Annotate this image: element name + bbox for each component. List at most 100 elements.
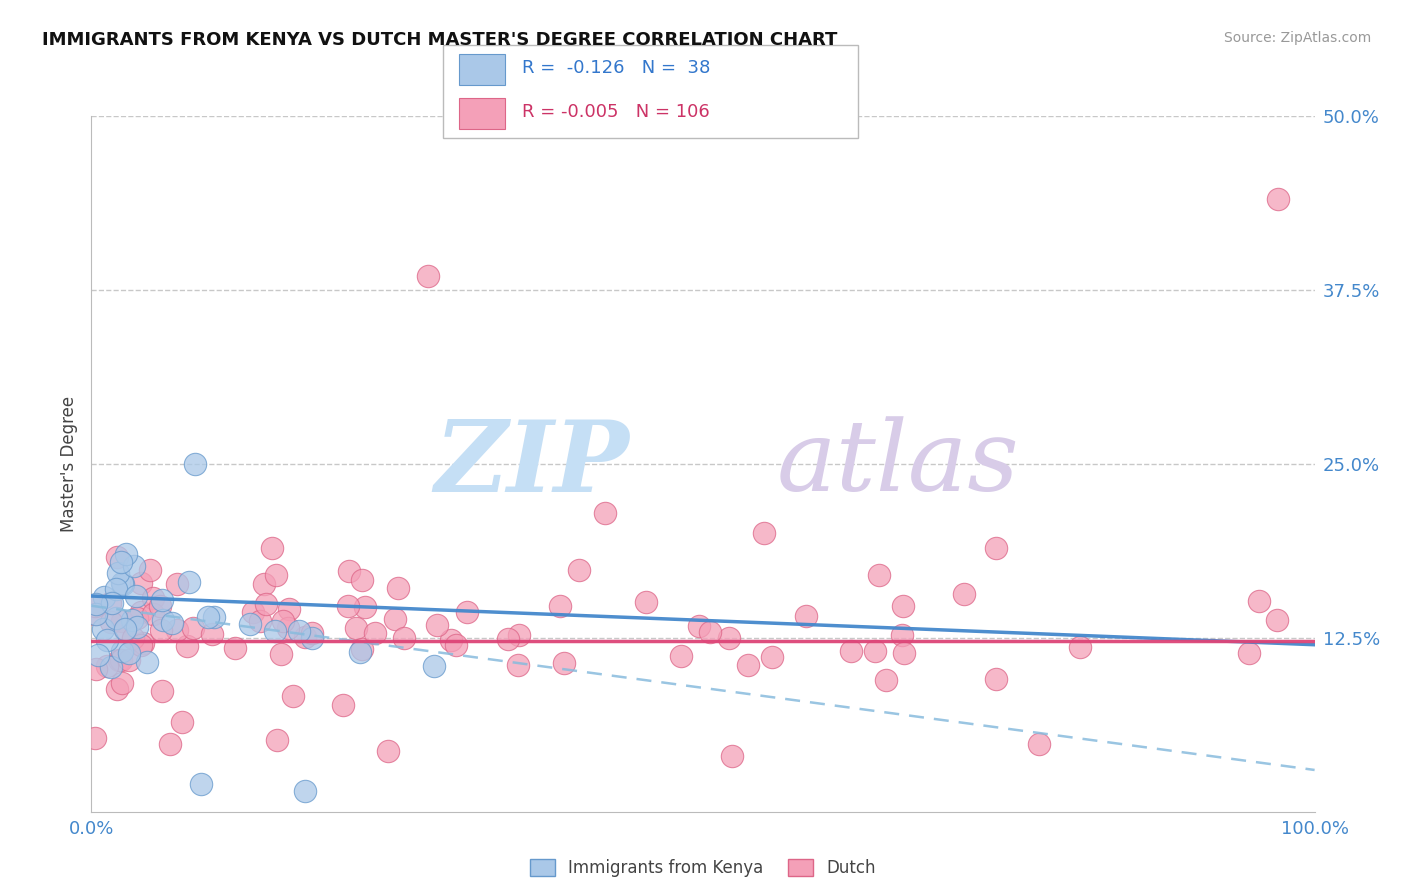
Point bbox=[496, 632, 519, 646]
Point bbox=[108, 653, 131, 667]
Text: R = -0.005   N = 106: R = -0.005 N = 106 bbox=[522, 103, 710, 120]
Point bbox=[294, 784, 316, 798]
Point bbox=[868, 567, 890, 582]
Point bbox=[953, 587, 976, 601]
Point bbox=[101, 596, 124, 610]
Point bbox=[87, 648, 110, 662]
Text: ZIP: ZIP bbox=[434, 416, 630, 512]
Point bbox=[105, 549, 128, 564]
Point bbox=[377, 744, 399, 758]
Point bbox=[260, 541, 283, 556]
Point bbox=[190, 777, 212, 791]
Point bbox=[129, 605, 152, 619]
Point bbox=[104, 611, 127, 625]
Point bbox=[142, 591, 165, 606]
Point bbox=[350, 573, 373, 587]
Point bbox=[444, 638, 467, 652]
Point bbox=[761, 650, 783, 665]
Point bbox=[893, 599, 915, 614]
Point bbox=[179, 575, 201, 590]
Point bbox=[242, 606, 264, 620]
Point bbox=[124, 589, 146, 603]
Point bbox=[294, 630, 316, 644]
Point bbox=[202, 610, 225, 624]
Point bbox=[201, 626, 224, 640]
Point bbox=[84, 599, 107, 614]
Point bbox=[132, 636, 155, 650]
Point bbox=[121, 613, 143, 627]
Point bbox=[110, 653, 132, 667]
Point bbox=[387, 582, 409, 596]
Point bbox=[893, 646, 915, 660]
Point bbox=[281, 690, 304, 704]
Point bbox=[984, 541, 1007, 556]
Point bbox=[277, 621, 299, 635]
Point bbox=[84, 731, 107, 745]
Point bbox=[593, 506, 616, 520]
Bar bbox=[460, 98, 505, 129]
Point bbox=[142, 607, 165, 621]
Point bbox=[98, 596, 121, 610]
Point bbox=[105, 582, 128, 596]
Legend: Immigrants from Kenya, Dutch: Immigrants from Kenya, Dutch bbox=[523, 852, 883, 883]
Point bbox=[271, 614, 294, 628]
Point bbox=[249, 614, 271, 628]
Point bbox=[1249, 594, 1271, 608]
Point bbox=[508, 657, 530, 672]
Point bbox=[100, 660, 122, 674]
Point bbox=[349, 645, 371, 659]
Point bbox=[1267, 193, 1289, 207]
Point bbox=[384, 612, 406, 626]
Text: R =  -0.126   N =  38: R = -0.126 N = 38 bbox=[522, 60, 710, 78]
Point bbox=[96, 633, 118, 648]
Point bbox=[224, 641, 246, 656]
Point bbox=[118, 646, 141, 660]
Point bbox=[1265, 613, 1288, 627]
Point bbox=[110, 555, 132, 569]
Point bbox=[150, 623, 173, 637]
Y-axis label: Master's Degree: Master's Degree bbox=[59, 396, 77, 532]
Point bbox=[129, 576, 152, 591]
Text: Source: ZipAtlas.com: Source: ZipAtlas.com bbox=[1223, 31, 1371, 45]
Point bbox=[270, 647, 292, 661]
Point bbox=[114, 547, 136, 561]
Point bbox=[172, 714, 194, 729]
Point bbox=[1028, 738, 1050, 752]
Point bbox=[984, 673, 1007, 687]
Point bbox=[181, 621, 204, 635]
Point bbox=[1237, 646, 1260, 660]
Point bbox=[197, 610, 219, 624]
FancyBboxPatch shape bbox=[443, 45, 858, 138]
Point bbox=[111, 676, 134, 690]
Point bbox=[254, 597, 277, 611]
Point bbox=[253, 577, 276, 591]
Bar bbox=[460, 54, 505, 85]
Point bbox=[364, 625, 387, 640]
Point bbox=[875, 673, 897, 688]
Point bbox=[416, 268, 439, 283]
Point bbox=[184, 457, 207, 471]
Point bbox=[439, 633, 461, 648]
Point bbox=[669, 648, 692, 663]
Point bbox=[135, 655, 157, 669]
Point bbox=[796, 608, 818, 623]
Point bbox=[264, 568, 287, 582]
Point bbox=[129, 638, 152, 652]
Point bbox=[121, 631, 143, 645]
Point bbox=[332, 698, 354, 712]
Point bbox=[107, 566, 129, 581]
Point bbox=[111, 576, 134, 591]
Point bbox=[423, 658, 446, 673]
Point bbox=[150, 684, 173, 698]
Point bbox=[160, 616, 183, 631]
Point bbox=[264, 624, 287, 638]
Point bbox=[688, 618, 710, 632]
Point bbox=[176, 639, 198, 653]
Point bbox=[344, 621, 367, 635]
Point bbox=[159, 738, 181, 752]
Point bbox=[337, 564, 360, 578]
Text: IMMIGRANTS FROM KENYA VS DUTCH MASTER'S DEGREE CORRELATION CHART: IMMIGRANTS FROM KENYA VS DUTCH MASTER'S … bbox=[42, 31, 838, 49]
Point bbox=[239, 616, 262, 631]
Point bbox=[114, 624, 136, 638]
Point bbox=[301, 625, 323, 640]
